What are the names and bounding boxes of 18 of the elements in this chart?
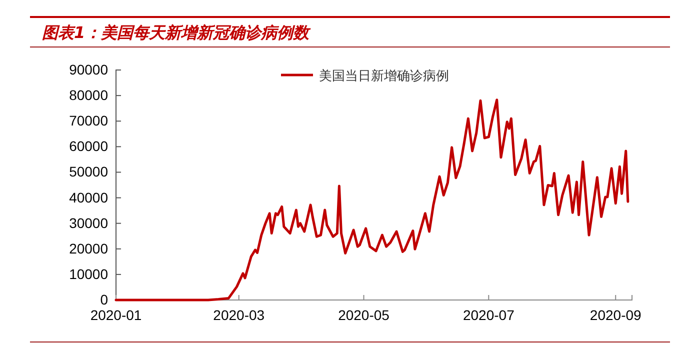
- x-tick-label: 2020-09: [590, 306, 642, 323]
- y-tick-label: 30000: [69, 214, 108, 231]
- x-tick-label: 2020-05: [338, 306, 390, 323]
- x-tick-label: 2020-07: [462, 306, 515, 323]
- y-tick-label: 0: [100, 291, 108, 308]
- y-tick-label: 10000: [69, 266, 108, 282]
- y-tick-label: 80000: [69, 87, 108, 104]
- line-series: [114, 98, 630, 302]
- x-tick-label: 2020-03: [213, 306, 265, 323]
- legend-label: 美国当日新增确诊病例: [319, 68, 449, 84]
- y-tick-label: 90000: [69, 61, 108, 78]
- x-tick-label: 2020-01: [90, 306, 142, 323]
- y-tick-label: 60000: [69, 138, 108, 154]
- y-tick-label: 40000: [69, 189, 108, 206]
- y-tick-label: 50000: [69, 164, 108, 180]
- chart-title: 图表1：美国每天新增新冠确诊病例数: [42, 23, 312, 42]
- y-tick-label: 20000: [69, 240, 108, 256]
- y-tick-label: 70000: [69, 112, 108, 129]
